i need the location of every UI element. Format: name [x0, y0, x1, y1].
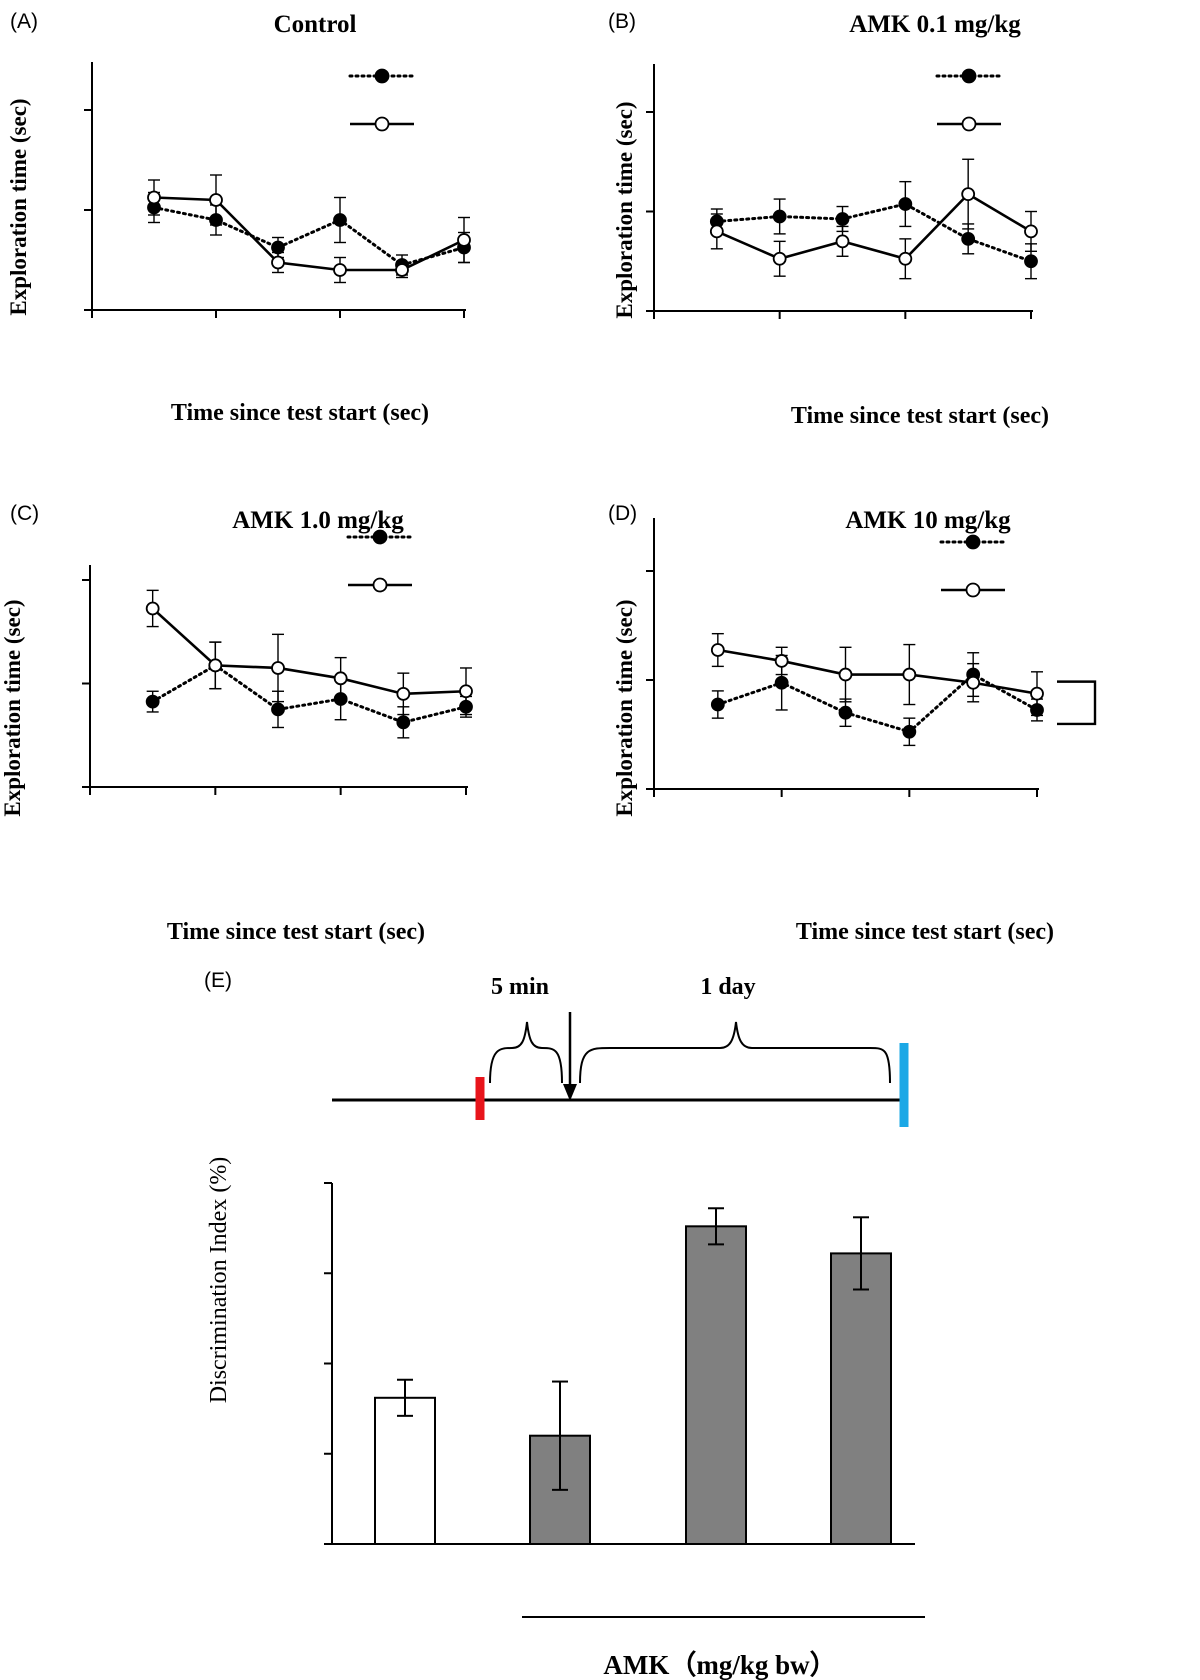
panel-b-legend-marker-old [961, 68, 977, 84]
panel-b-ylabel: Exploration time (sec) [612, 101, 637, 318]
panel-d-point-old [710, 697, 725, 712]
panel-d-point-old [902, 724, 917, 739]
panel-a-point-new [333, 263, 347, 277]
timeline-arrowhead [563, 1084, 577, 1101]
panel-a-legend-marker-new [374, 116, 390, 132]
panel-c-point-new [459, 684, 473, 699]
timeline-brace-5min [489, 1021, 563, 1084]
panel-d-point-new [710, 643, 725, 657]
panel-a-point-old [333, 213, 347, 227]
panel-d-point-new [838, 667, 853, 682]
panel-b-letter: (B) [608, 10, 636, 33]
panel-d-significance-bracket [1057, 680, 1097, 726]
panel-c-legend-marker-new [372, 577, 388, 593]
panel-b-series-old [715, 202, 1033, 263]
panel-b-point-new [835, 234, 850, 249]
panel-c-point-old [396, 715, 411, 730]
panel-a-point-new [457, 233, 471, 247]
panel-c-series-old [151, 663, 468, 724]
panel-d-point-old [774, 675, 789, 690]
panel-b-point-old [1024, 254, 1038, 269]
timeline-label-1day: 1 day [700, 974, 755, 1000]
panel-b-point-old [772, 209, 787, 224]
panel-d-point-new [1030, 686, 1044, 701]
panel-d-series-old [716, 672, 1039, 734]
panel-d-legend-marker-new [965, 582, 981, 598]
panel-c-xlabel: Time since test start (sec) [167, 919, 425, 945]
panel-b-point-old [835, 212, 850, 226]
panel-b-point-old [961, 231, 976, 246]
panel-b-legend-marker-new [961, 116, 977, 132]
panel-b: (B) AMK 0.1 mg/kg Time since test start … [608, 10, 1049, 429]
panel-e-ylabel: Discrimination Index (%) [206, 1157, 232, 1404]
panel-e-letter: (E) [204, 969, 232, 992]
panel-d-point-new [774, 654, 789, 668]
panel-b-xlabel: Time since test start (sec) [791, 403, 1049, 429]
panel-b-point-old [898, 197, 913, 211]
timeline-brace-1day [579, 1021, 891, 1084]
panel-a-series-old [152, 206, 466, 267]
panel-a-ylabel: Exploration time (sec) [6, 98, 31, 315]
panel-c-point-new [145, 601, 160, 616]
panel-c-point-old [271, 702, 285, 717]
panel-b-series-new [716, 192, 1032, 261]
panel-d-point-new [902, 667, 917, 682]
protocol-timeline: 5 min 1 day [332, 974, 909, 1127]
panel-c-title: AMK 1.0 mg/kg [232, 507, 404, 534]
panel-c-point-new [208, 658, 223, 673]
panel-b-point-new [772, 251, 787, 266]
panel-a-point-new [395, 263, 409, 277]
panel-c-point-old [145, 694, 160, 709]
panel-b-point-new [1024, 224, 1038, 239]
panel-d-legend-marker-old [965, 534, 981, 550]
panel-d: (D) AMK 10 mg/kg Time since test start (… [608, 502, 1097, 945]
panel-a-point-new [147, 190, 161, 205]
panel-c-series-new [151, 607, 467, 696]
panel-d-ylabel: Exploration time (sec) [612, 599, 637, 816]
panel-b-point-new [709, 224, 724, 239]
panel-a-point-old [271, 240, 285, 255]
panel-b-point-new [961, 187, 976, 201]
panel-c-point-new [333, 671, 348, 686]
panel-e: (E) 5 min 1 day Discrimination Index (%)… [204, 969, 925, 1680]
panel-e-bar-10 [830, 1252, 892, 1546]
panel-a-point-new [209, 193, 223, 207]
panel-c-letter: (C) [10, 502, 39, 525]
panel-d-title: AMK 10 mg/kg [845, 507, 1011, 534]
panel-a-legend-marker-old [374, 68, 390, 84]
panel-c-ylabel: Exploration time (sec) [0, 599, 25, 816]
panel-d-point-new [966, 675, 981, 690]
panel-d-letter: (D) [608, 502, 637, 525]
panel-d-xlabel: Time since test start (sec) [796, 919, 1054, 945]
panel-c-point-new [271, 661, 285, 675]
panel-e-bar-1 [685, 1225, 747, 1545]
panel-d-series-new [717, 648, 1038, 695]
panel-c-point-new [396, 686, 411, 701]
panel-a: (A) Control Time since test start (sec) … [6, 10, 471, 426]
panel-a-point-new [271, 255, 285, 270]
panel-d-point-old [838, 705, 853, 720]
panel-a-series-new [153, 196, 465, 272]
panel-b-point-new [898, 251, 913, 266]
panel-e-bar-cont [374, 1396, 436, 1546]
panel-e-xlabel: AMK（mg/kg bw） [603, 1650, 836, 1680]
panel-a-xlabel: Time since test start (sec) [171, 400, 429, 426]
panel-c-legend-marker-old [372, 529, 388, 545]
panel-a-title: Control [274, 11, 357, 38]
panel-a-letter: (A) [10, 10, 38, 33]
timeline-label-5min: 5 min [491, 974, 549, 1000]
panel-c: (C) AMK 1.0 mg/kg Time since test start … [0, 502, 473, 945]
panel-b-title: AMK 0.1 mg/kg [849, 11, 1021, 38]
